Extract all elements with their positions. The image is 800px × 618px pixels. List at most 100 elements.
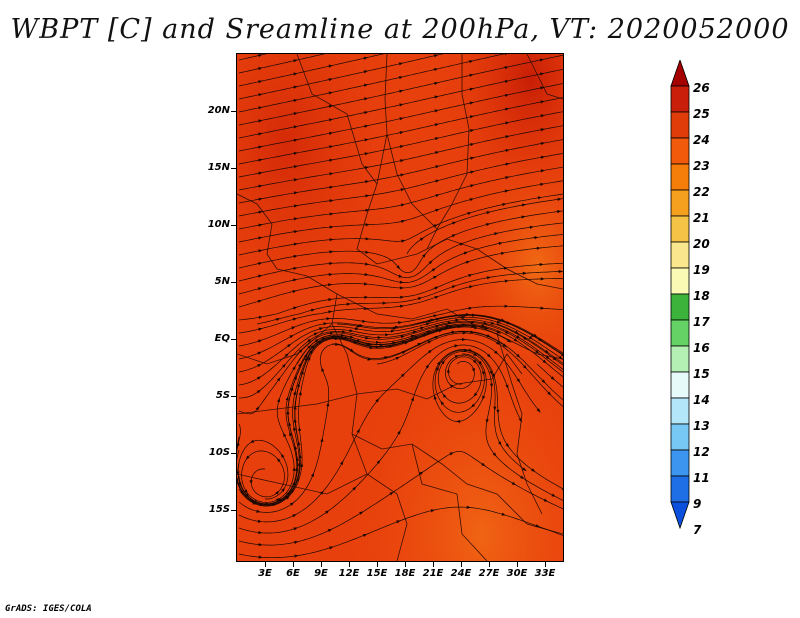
streamline-arrow bbox=[293, 72, 298, 76]
streamline-arrow bbox=[505, 121, 510, 125]
streamline-arrow bbox=[328, 298, 333, 302]
colorbar bbox=[670, 60, 690, 530]
streamline bbox=[536, 363, 563, 388]
streamline-arrow bbox=[494, 350, 499, 355]
streamline-arrow bbox=[237, 471, 240, 476]
streamline-arrow bbox=[486, 276, 491, 280]
streamline-arrow bbox=[368, 342, 373, 346]
streamline-arrow bbox=[435, 366, 439, 371]
streamline bbox=[416, 314, 563, 355]
lon-tick bbox=[265, 562, 266, 567]
lon-tick bbox=[377, 562, 378, 567]
streamline-arrow bbox=[293, 85, 298, 89]
streamline-arrow bbox=[399, 117, 404, 121]
lon-label-24e: 24E bbox=[450, 568, 472, 579]
lat-tick bbox=[231, 339, 236, 340]
streamline-arrow bbox=[496, 409, 500, 414]
streamline-arrow bbox=[536, 408, 541, 413]
streamline bbox=[331, 330, 563, 401]
streamline-arrow bbox=[257, 339, 263, 343]
streamline-arrow bbox=[445, 324, 450, 328]
streamline-arrow bbox=[435, 325, 440, 329]
streamline-arrow bbox=[334, 337, 339, 341]
streamline-arrow bbox=[293, 191, 298, 195]
colorbar-label: 14 bbox=[693, 393, 710, 407]
streamline-arrow bbox=[356, 428, 360, 433]
streamline-arrow bbox=[398, 76, 404, 80]
streamline-arrow bbox=[498, 241, 503, 246]
colorbar-label: 9 bbox=[693, 497, 702, 511]
streamline-arrow bbox=[353, 340, 358, 344]
streamline-arrow bbox=[501, 512, 506, 516]
colorbar-label: 21 bbox=[693, 211, 710, 225]
streamline-arrow bbox=[469, 115, 475, 119]
streamline-arrow bbox=[286, 491, 290, 496]
streamline-arrow bbox=[363, 83, 369, 87]
streamline-arrow bbox=[540, 86, 545, 90]
lon-tick bbox=[461, 562, 462, 567]
streamline-arrow bbox=[281, 363, 286, 368]
colorbar-label: 12 bbox=[693, 445, 710, 459]
streamline-arrow bbox=[329, 331, 334, 335]
streamline-arrow bbox=[469, 60, 474, 64]
streamline-arrow bbox=[377, 335, 382, 340]
streamline-arrow bbox=[340, 336, 345, 340]
lat-label-15n: 15N bbox=[207, 162, 230, 173]
streamline-arrow bbox=[258, 93, 263, 97]
colorbar-label: 23 bbox=[693, 159, 710, 173]
streamline-arrow bbox=[426, 331, 431, 335]
streamline-arrow bbox=[293, 418, 297, 423]
streamline-arrow bbox=[293, 375, 297, 380]
streamline-arrow bbox=[489, 370, 493, 375]
streamline-arrow bbox=[451, 221, 457, 225]
streamline-arrow bbox=[558, 269, 563, 274]
streamline-arrows bbox=[237, 54, 563, 559]
streamline-arrow bbox=[552, 356, 557, 361]
streamline bbox=[237, 325, 476, 506]
streamline-arrow bbox=[398, 321, 403, 325]
streamline-arrow bbox=[542, 359, 547, 364]
streamline-arrow bbox=[444, 327, 449, 331]
streamline-arrow bbox=[500, 318, 506, 322]
lon-label-15e: 15E bbox=[366, 568, 388, 579]
streamline-arrow bbox=[293, 254, 298, 259]
streamline-arrow bbox=[375, 340, 380, 344]
streamline-arrow bbox=[471, 368, 476, 373]
streamline-arrow bbox=[404, 341, 409, 345]
streamline-arrow bbox=[275, 490, 280, 495]
streamline bbox=[432, 349, 563, 490]
lon-tick bbox=[545, 562, 546, 567]
streamline-arrow bbox=[469, 73, 474, 77]
streamline-arrow bbox=[254, 499, 259, 503]
streamline-arrow bbox=[399, 304, 405, 308]
streamline-arrow bbox=[285, 396, 289, 401]
streamline-arrow bbox=[329, 199, 334, 203]
streamline-arrow bbox=[436, 317, 441, 321]
lon-tick bbox=[321, 562, 322, 567]
streamline-arrow bbox=[294, 554, 299, 558]
streamline-arrow bbox=[435, 151, 440, 155]
streamline-arrow bbox=[504, 304, 509, 308]
streamline-arrow bbox=[293, 527, 298, 531]
streamline-arrow bbox=[396, 265, 401, 270]
streamline-arrow bbox=[471, 324, 476, 328]
streamline-arrow bbox=[285, 495, 290, 500]
colorbar-swatch bbox=[670, 189, 690, 217]
streamline-arrow bbox=[436, 361, 441, 366]
streamline-arrow bbox=[384, 356, 389, 360]
streamline-arrow bbox=[463, 348, 469, 352]
streamline bbox=[238, 83, 563, 152]
streamline-arrow bbox=[427, 340, 432, 344]
streamline-arrow bbox=[540, 128, 545, 132]
colorbar-top-arrow bbox=[670, 60, 690, 87]
streamline-arrow bbox=[244, 489, 248, 494]
streamline-arrow bbox=[540, 306, 545, 310]
streamline-arrow bbox=[434, 286, 439, 290]
streamline-arrow bbox=[490, 321, 495, 325]
colorbar-swatch bbox=[670, 423, 690, 451]
streamline-arrow bbox=[258, 274, 263, 278]
streamline-arrow bbox=[520, 475, 525, 479]
streamline-arrow bbox=[323, 322, 328, 326]
streamline-arrow bbox=[435, 165, 440, 169]
streamline-arrow bbox=[400, 159, 405, 163]
